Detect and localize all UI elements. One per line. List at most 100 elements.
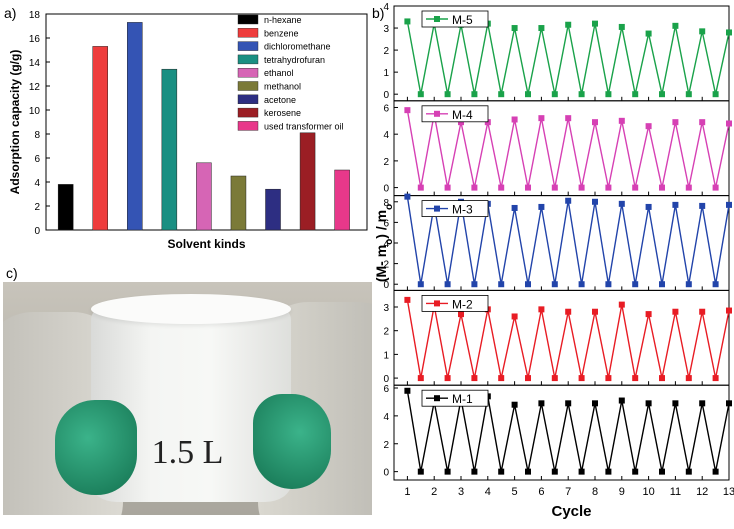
data-point-M-5 — [699, 28, 706, 35]
data-point-M-2 — [538, 306, 545, 313]
x-tick-label-b: 11 — [670, 486, 681, 498]
data-point-M-2 — [685, 375, 692, 382]
data-point-M-1 — [498, 468, 505, 475]
x-tick-label-b: 6 — [538, 486, 544, 498]
legend-label-methanol: methanol — [264, 82, 301, 92]
data-point-M-1 — [645, 400, 652, 407]
y-tick-label-a: 10 — [29, 106, 41, 117]
data-point-M-5 — [551, 91, 558, 98]
data-point-M-4 — [538, 115, 545, 122]
panel-label-b: b) — [372, 5, 384, 21]
data-point-M-5 — [645, 30, 652, 37]
data-point-M-3 — [659, 281, 665, 288]
data-point-M-4 — [659, 184, 665, 191]
subplot-frame-M-1 — [393, 384, 730, 481]
data-point-M-3 — [471, 281, 478, 288]
green-glove-right — [253, 394, 331, 489]
data-point-M-4 — [645, 123, 652, 130]
data-point-M-1 — [659, 468, 665, 475]
y-axis-label-b: (M- mo) / mo — [373, 204, 395, 282]
legend-swatch-dichloromethane — [237, 41, 259, 51]
data-point-M-1 — [565, 400, 572, 407]
legend-swatch-kerosene — [237, 107, 259, 118]
data-point-M-4 — [685, 184, 692, 191]
data-point-M-2 — [699, 308, 706, 315]
bar-ethanol — [196, 162, 212, 231]
data-point-M-2 — [565, 308, 572, 315]
data-point-M-2 — [417, 375, 424, 382]
y-tick-label-M-4: 4 — [383, 130, 389, 141]
y-tick-label-M-3: 6 — [383, 218, 389, 229]
data-point-M-3 — [578, 281, 585, 288]
y-tick-label-M-1: 0 — [383, 468, 389, 479]
legend-label-tetrahydrofuran: tetrahydrofuran — [264, 55, 325, 65]
y-tick-label-M-2: 2 — [383, 327, 389, 338]
data-point-M-5 — [404, 18, 411, 25]
y-tick-label-M-3: 8 — [383, 198, 389, 209]
y-tick-label-M-3: 4 — [383, 239, 389, 250]
data-point-M-2 — [471, 375, 478, 382]
data-point-M-3 — [565, 197, 572, 204]
data-point-M-5 — [525, 91, 531, 98]
x-tick-label-b: 10 — [642, 486, 654, 498]
data-point-M-5 — [605, 91, 612, 98]
x-tick-label-b: 1 — [404, 486, 410, 498]
data-point-M-1 — [726, 400, 732, 407]
data-point-M-4 — [565, 115, 572, 122]
data-point-M-3 — [511, 204, 518, 211]
data-point-M-1 — [525, 468, 531, 475]
y-tick-label-a: 4 — [34, 178, 40, 189]
data-point-M-3 — [417, 281, 424, 288]
data-point-M-2 — [726, 307, 732, 314]
data-point-M-4 — [525, 184, 531, 191]
legend-swatch-n-hexane — [237, 14, 259, 25]
data-point-M-2 — [551, 375, 558, 382]
data-point-M-5 — [685, 91, 692, 98]
legend-label-M-5: M-5 — [452, 13, 473, 27]
legend-box-M-2 — [421, 294, 489, 312]
data-point-M-2 — [605, 375, 612, 382]
legend-box-M-4 — [421, 105, 489, 123]
data-point-M-5 — [538, 25, 545, 32]
y-tick-label-M-2: 0 — [383, 374, 389, 385]
data-point-M-4 — [511, 116, 518, 123]
data-point-M-2 — [458, 311, 464, 318]
legend-swatch-ethanol — [237, 67, 259, 78]
data-point-M-3 — [618, 200, 625, 207]
bar-n-hexane — [57, 184, 74, 231]
y-tick-label-a: 8 — [34, 130, 40, 141]
data-point-M-1 — [672, 400, 679, 407]
x-tick-label-b: 3 — [458, 486, 464, 498]
data-point-M-3 — [444, 281, 451, 288]
data-point-M-2 — [592, 308, 598, 315]
legend-label-acetone: acetone — [264, 95, 296, 105]
data-point-M-1 — [538, 400, 545, 407]
bar-kerosene — [299, 132, 316, 231]
data-point-M-3 — [672, 201, 679, 208]
bar-used-transformer-oil — [334, 169, 350, 231]
data-point-M-4 — [712, 184, 719, 191]
data-point-M-3 — [645, 203, 652, 210]
y-tick-label-M-1: 6 — [383, 384, 389, 395]
data-point-M-2 — [578, 375, 585, 382]
data-point-M-5 — [592, 20, 598, 27]
data-point-M-4 — [551, 184, 558, 191]
legend-box-M-1 — [421, 389, 489, 407]
bar-acetone — [265, 188, 281, 231]
x-axis-label-b: Cycle — [551, 503, 591, 520]
series-line-M-5 — [406, 21, 730, 95]
y-axis-label-a: Adsorption capacity (g/g) — [8, 50, 22, 195]
data-point-M-1 — [551, 468, 558, 475]
legend-label-benzene: benzene — [264, 28, 299, 38]
y-tick-label-M-3: 0 — [383, 280, 389, 291]
data-point-M-5 — [578, 91, 585, 98]
y-tick-label-a: 14 — [29, 58, 41, 69]
y-tick-label-M-4: 6 — [383, 103, 389, 114]
data-point-M-5 — [565, 21, 572, 28]
data-point-M-5 — [659, 91, 665, 98]
data-point-M-5 — [712, 91, 719, 98]
data-point-M-2 — [404, 296, 411, 303]
legend-label-ethanol: ethanol — [264, 68, 294, 78]
data-point-M-5 — [471, 91, 478, 98]
